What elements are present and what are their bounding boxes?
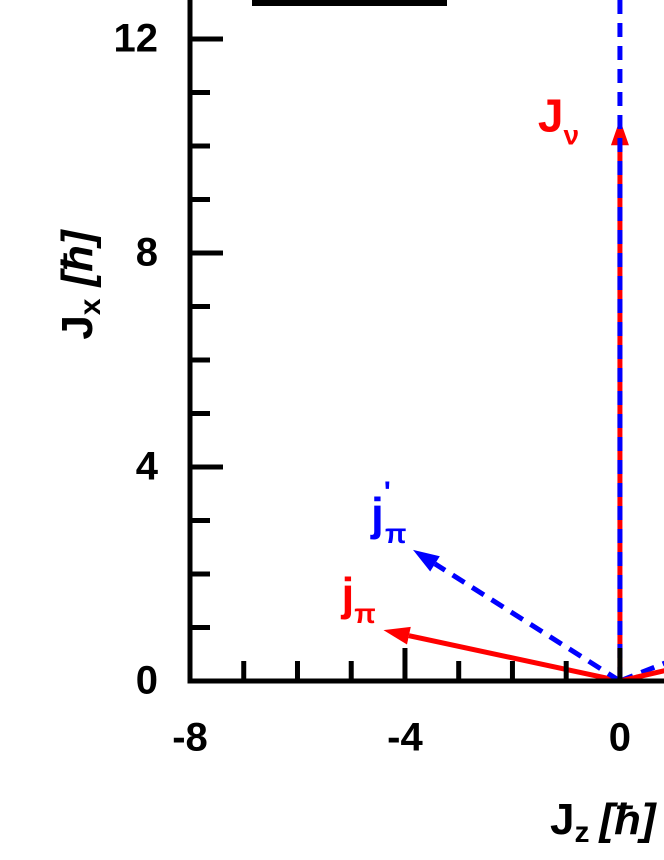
x-tick-label: 0 <box>609 716 631 760</box>
plot-area <box>383 0 664 681</box>
x-title-sub: z <box>574 816 589 849</box>
vector-label-sup: ' <box>384 476 391 509</box>
x-title-main: J <box>550 795 574 844</box>
y-title-unit: [ħ] <box>53 229 102 289</box>
vector-shaft <box>433 561 622 681</box>
y-axis-title: Jx [ħ] <box>53 229 107 340</box>
vector-shaft <box>408 633 621 681</box>
y-tick-label: 0 <box>136 659 158 703</box>
y-tick-label: 12 <box>114 17 159 61</box>
vector-shaft <box>619 660 664 681</box>
vector-head <box>610 119 629 146</box>
vector-label: Jν <box>538 89 579 150</box>
vector-label-main: J <box>538 89 564 141</box>
y-tick-label: 8 <box>136 231 158 275</box>
vector-head <box>383 626 411 645</box>
vector-label-main: j <box>340 568 354 620</box>
vector-label-main: j <box>370 488 384 540</box>
vector-label: j' π <box>370 476 406 549</box>
vector-label-sub: π <box>354 599 375 630</box>
x-tick-label: -4 <box>387 716 423 760</box>
y-tick-label: 4 <box>136 445 159 489</box>
x-axis-title: Jz [ħ] <box>550 795 657 849</box>
vector-label-sub: ν <box>564 120 580 151</box>
y-title-sub: x <box>74 298 107 315</box>
vector-label-sub: π <box>385 518 406 549</box>
vector-shaft <box>619 668 664 681</box>
y-title-main: J <box>53 315 102 339</box>
legend-line <box>252 0 447 6</box>
vector-label: jπ <box>340 568 375 629</box>
x-title-unit: [ħ] <box>597 795 657 844</box>
x-tick-label: -8 <box>172 716 208 760</box>
vector-head <box>413 549 440 572</box>
